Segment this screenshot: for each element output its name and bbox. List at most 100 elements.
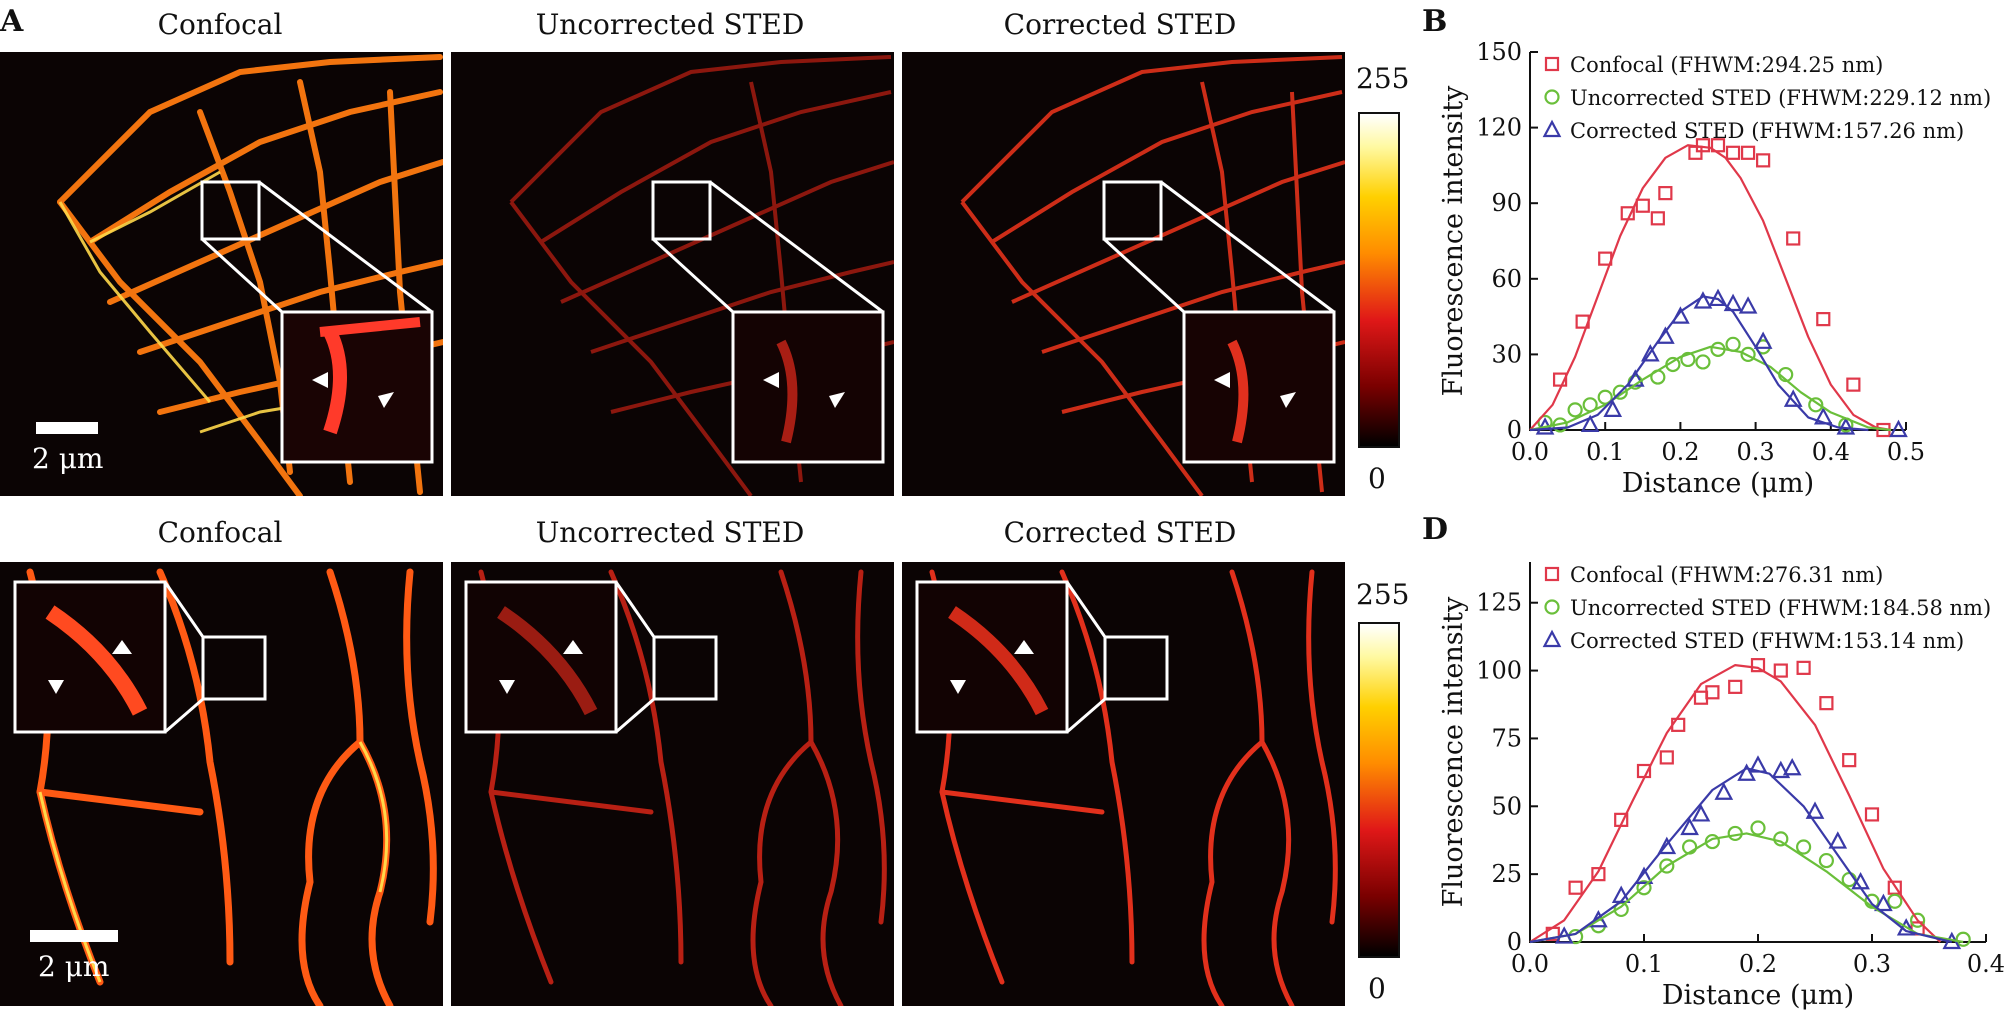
x-tick-label: 0.5 [1887, 438, 1925, 466]
x-tick-label: 0.1 [1625, 950, 1663, 978]
data-point [1786, 231, 1801, 246]
y-tick-label: 0 [1507, 928, 1522, 956]
data-point [1680, 817, 1699, 836]
data-point [1740, 145, 1756, 160]
legend-entry: Corrected STED (FHWM:157.26 nm) [1570, 119, 1964, 143]
x-tick-label: 0.1 [1586, 438, 1624, 466]
micrograph-c-uncorrected [451, 562, 894, 1006]
title-a-corrected: Corrected STED [1003, 8, 1237, 41]
fit-line [1529, 144, 1892, 432]
title-c-confocal: Confocal [157, 516, 283, 549]
legend-entry: Confocal (FHWM:276.31 nm) [1570, 563, 1883, 587]
data-point [1756, 153, 1771, 168]
legend-entry: Uncorrected STED (FHWM:229.12 nm) [1570, 86, 1991, 110]
micrograph-c-confocal: 2 μm [0, 562, 443, 1006]
legend-entry: Confocal (FHWM:294.25 nm) [1570, 53, 1883, 77]
data-point [1796, 839, 1812, 855]
fit-line [1529, 345, 1892, 432]
micrograph-c-corrected [902, 562, 1345, 1006]
panel-letter-d: D [1422, 512, 1449, 547]
data-point [1816, 312, 1831, 327]
data-point [1750, 658, 1766, 673]
data-point [1568, 880, 1583, 895]
x-tick-label: 0.3 [1853, 950, 1891, 978]
data-point [1828, 831, 1848, 849]
colorbar-a-min: 0 [1368, 462, 1386, 495]
data-point [1818, 852, 1834, 869]
data-point [1773, 831, 1789, 847]
data-point [1659, 750, 1674, 765]
data-point [1693, 291, 1713, 309]
x-tick-label: 0.0 [1511, 438, 1549, 466]
data-point [1636, 880, 1652, 896]
x-tick-label: 0.3 [1737, 438, 1775, 466]
x-axis-label: Distance (μm) [1662, 980, 1854, 1011]
data-point [1782, 757, 1802, 776]
data-point [1771, 760, 1791, 779]
data-point [1659, 858, 1675, 874]
colorbar-a-max: 255 [1356, 62, 1410, 95]
x-tick-label: 0.4 [1967, 950, 2005, 978]
y-tick-label: 60 [1491, 265, 1522, 293]
data-point [1580, 414, 1600, 433]
colorbar-c-max: 255 [1356, 578, 1410, 611]
scale-bar-c [30, 930, 118, 942]
data-point [1671, 717, 1686, 732]
title-c-corrected: Corrected STED [1003, 516, 1237, 549]
data-point [1750, 820, 1766, 836]
legend-marker [1544, 566, 1560, 582]
data-point [1955, 931, 1971, 947]
title-a-uncorrected: Uncorrected STED [535, 8, 805, 41]
legend-marker [1544, 599, 1560, 615]
data-point [1864, 807, 1880, 822]
data-point [1805, 801, 1825, 819]
fit-line [1529, 295, 1869, 432]
panel-letter-a: A [0, 4, 24, 39]
data-point [1693, 690, 1709, 705]
title-a-confocal: Confocal [157, 8, 283, 41]
colorbar-a [1358, 112, 1400, 448]
y-tick-label: 0 [1507, 416, 1522, 444]
fit-line [1529, 767, 1953, 944]
legend-marker [1544, 56, 1560, 72]
data-point [1773, 663, 1788, 678]
data-point [1836, 417, 1856, 435]
y-tick-label: 125 [1476, 589, 1522, 617]
colorbar-c [1358, 622, 1400, 958]
data-point [1846, 377, 1861, 392]
data-point [1819, 696, 1834, 711]
data-point [1725, 145, 1741, 160]
data-point [1842, 753, 1857, 768]
data-point [1612, 384, 1628, 400]
data-point [1728, 679, 1743, 694]
legend-entry: Uncorrected STED (FHWM:184.58 nm) [1570, 596, 1991, 620]
data-point [1740, 346, 1756, 362]
data-point [1695, 354, 1711, 370]
data-point [1552, 372, 1568, 387]
fit-line [1529, 664, 1942, 943]
data-point [1657, 836, 1677, 855]
data-point [1658, 186, 1673, 201]
data-point [1808, 397, 1824, 413]
data-point [1603, 399, 1623, 417]
y-tick-label: 120 [1476, 114, 1522, 142]
legend-marker [1542, 629, 1562, 648]
data-point [1737, 763, 1756, 781]
legend-marker [1542, 119, 1562, 138]
data-point [1783, 389, 1803, 407]
scale-bar-a [36, 422, 98, 434]
data-point [1796, 660, 1811, 675]
x-tick-label: 0.2 [1739, 950, 1777, 978]
data-point [1650, 211, 1665, 226]
chart-d: 0.0 0.1 0.2 0.3 0.4 0 25 50 75 100 125 Distance (μm… [1438, 562, 2005, 1011]
x-tick-label: 0.0 [1511, 950, 1549, 978]
data-point [1910, 912, 1926, 928]
data-point [1889, 419, 1908, 438]
panel-letter-b: B [1422, 4, 1448, 39]
colorbar-c-min: 0 [1368, 972, 1386, 1005]
x-axis-label: Distance (μm) [1622, 468, 1814, 499]
data-point [1874, 893, 1893, 912]
legend-entry: Corrected STED (FHWM:153.14 nm) [1570, 629, 1964, 653]
data-point [1691, 804, 1711, 822]
data-point [1887, 893, 1903, 909]
